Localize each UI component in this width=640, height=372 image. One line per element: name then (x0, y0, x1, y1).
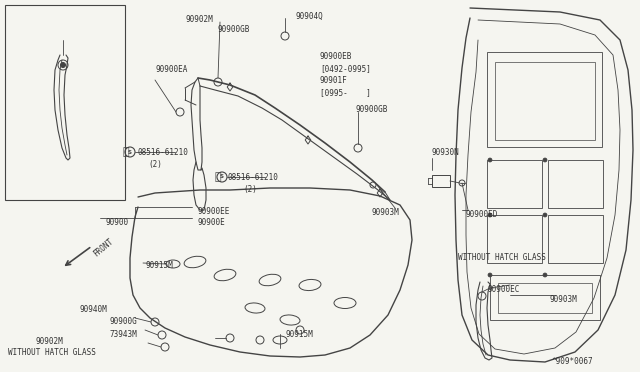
Text: 90903M: 90903M (372, 208, 400, 217)
Circle shape (61, 62, 65, 67)
Text: 90940M: 90940M (80, 305, 108, 314)
Bar (548, 215, 603, 263)
Text: Ⓢ: Ⓢ (123, 147, 129, 157)
Text: 90900EC: 90900EC (487, 285, 520, 294)
Bar (487, 160, 542, 208)
Text: 90900EB: 90900EB (320, 52, 353, 61)
Circle shape (543, 158, 547, 162)
Text: 90902M: 90902M (35, 337, 63, 346)
Text: 08516-61210: 08516-61210 (138, 148, 189, 157)
Text: 90900ED: 90900ED (466, 210, 499, 219)
Text: 90900EA: 90900EA (155, 65, 188, 74)
Bar (498, 283, 592, 313)
Text: 90900: 90900 (105, 218, 128, 227)
Bar (432, 175, 450, 187)
Text: 90903M: 90903M (550, 295, 578, 304)
Circle shape (543, 273, 547, 277)
Text: Ⓢ: Ⓢ (214, 172, 221, 182)
Text: [0492-0995]: [0492-0995] (320, 64, 371, 73)
Text: 08516-61210: 08516-61210 (228, 173, 279, 182)
Text: S: S (220, 174, 224, 180)
Bar (490, 275, 600, 320)
Text: WITHOUT HATCH GLASS: WITHOUT HATCH GLASS (8, 348, 96, 357)
Text: 90901F: 90901F (320, 76, 348, 85)
Text: 90900GB: 90900GB (218, 25, 250, 34)
Text: 90900EE: 90900EE (198, 207, 230, 216)
Text: 73943M: 73943M (110, 330, 138, 339)
Text: 90900E: 90900E (198, 218, 226, 227)
Circle shape (488, 273, 492, 277)
Bar (548, 160, 603, 208)
Text: ^909*0067: ^909*0067 (552, 357, 594, 366)
Circle shape (543, 213, 547, 217)
Circle shape (488, 213, 492, 217)
Bar (487, 215, 542, 263)
Text: 90915M: 90915M (146, 261, 173, 270)
Text: 90900GB: 90900GB (355, 105, 387, 114)
Text: 90930N: 90930N (432, 148, 460, 157)
Bar (495, 62, 595, 140)
Text: [0995-    ]: [0995- ] (320, 88, 371, 97)
Text: (2): (2) (243, 185, 257, 194)
Text: 90900G: 90900G (110, 317, 138, 326)
Bar (5, 5, 125, 200)
Text: FRONT: FRONT (92, 237, 115, 259)
Circle shape (488, 158, 492, 162)
Bar (487, 52, 602, 147)
Text: (2): (2) (148, 160, 162, 169)
Text: 90904Q: 90904Q (295, 12, 323, 21)
Text: S: S (128, 150, 132, 154)
Text: WITHOUT HATCH GLASS: WITHOUT HATCH GLASS (458, 253, 546, 262)
Text: 90902M: 90902M (185, 15, 212, 24)
Text: 90915M: 90915M (285, 330, 313, 339)
